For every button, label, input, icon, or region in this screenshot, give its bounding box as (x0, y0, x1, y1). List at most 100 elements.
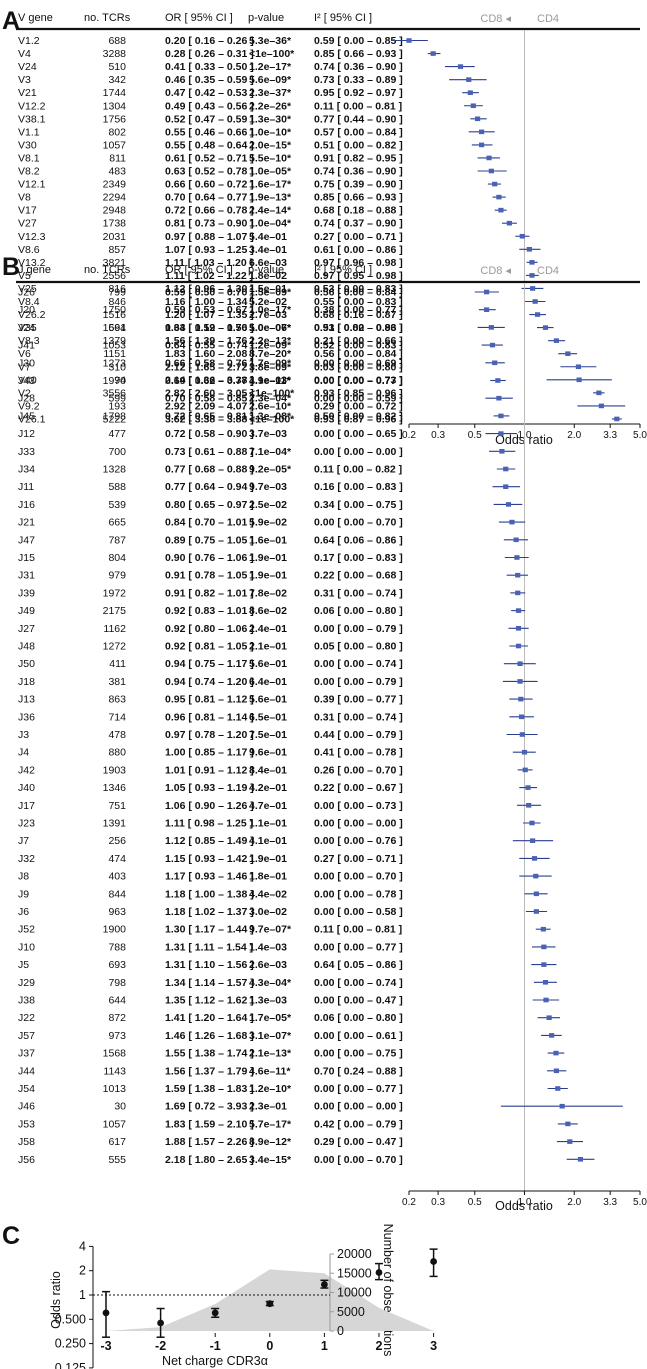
panel-a-i2-value: 0.93 [ 0.87 – 0.96 ] (314, 413, 403, 425)
panel-a-i2-value: 0.95 [ 0.92 – 0.97 ] (314, 87, 403, 99)
panel-a-gene-label: V8.2 (18, 166, 40, 178)
panel-a-or-value: 2.92 [ 2.09 – 4.07 ] (165, 400, 254, 412)
panel-b-p-value: 2.4e–01 (249, 623, 287, 635)
panel-b-point-marker (542, 980, 549, 985)
panel-a-ntcr-value: 3288 (103, 48, 127, 60)
panel-b-gene-label: J36 (18, 711, 35, 723)
panel-b-gene-label: J7 (18, 835, 29, 847)
panel-b-or-value: 0.77 [ 0.64 – 0.94 ] (165, 481, 254, 493)
panel-b-p-value: 1.2e–09* (249, 340, 292, 352)
panel-b-p-value: 1.0e–06* (249, 322, 292, 334)
panel-b-point-marker (531, 856, 538, 861)
panel-a-i2-value: 0.51 [ 0.00 – 0.82 ] (314, 139, 403, 151)
panel-a-i2-value: 0.03 [ 0.00 – 0.80 ] (314, 361, 403, 373)
panel-b-x-tick-label: 1.0 (518, 1197, 532, 1208)
panel-b-point-marker (533, 909, 539, 914)
panel-a-ntcr-value: 342 (108, 74, 126, 86)
panel-b-or-value: 0.72 [ 0.65 – 0.81 ] (165, 410, 254, 422)
panel-a-or-value: 0.20 [ 0.16 – 0.26 ] (165, 35, 254, 47)
panel-b-gene-label: J49 (18, 605, 35, 617)
panel-b-gene-label: J52 (18, 924, 35, 936)
panel-c-x-tick-label: 3 (430, 1339, 437, 1353)
panel-c-point (266, 1300, 274, 1308)
panel-b-i2-value: 0.05 [ 0.00 – 0.80 ] (314, 641, 403, 653)
panel-a-i2-value: 0.29 [ 0.00 – 0.72 ] (314, 400, 403, 412)
panel-a-gene-label: V3 (18, 74, 31, 86)
panel-b-i2-value: 0.00 [ 0.00 – 0.70 ] (314, 1154, 403, 1166)
panel-a-gene-label: V13.2 (18, 257, 46, 269)
panel-b-p-value: 4.6e–11* (249, 1065, 291, 1077)
panel-a-p-value: <1e–100* (249, 48, 295, 60)
panel-b-gene-label: J32 (18, 853, 35, 865)
panel-a-ntcr-value: 1744 (103, 87, 127, 99)
panel-b-i2-value: 0.00 [ 0.00 – 0.59 ] (314, 393, 403, 405)
panel-b-ntcr-value: 799 (108, 287, 126, 299)
panel-b-p-value: 1.2e–10* (249, 1083, 292, 1095)
panel-a-point-marker (596, 390, 602, 396)
panel-a-point-marker (486, 155, 492, 161)
panel-b-ntcr-value: 2175 (103, 605, 127, 617)
panel-a-p-value: 1.3e–30* (249, 113, 292, 125)
panel-a-x-tick-label: 3.3 (603, 430, 617, 441)
panel-a-x-tick-label: 0.3 (431, 430, 445, 441)
panel-c-x-tick-label: -2 (155, 1339, 166, 1353)
panel-b-or-value: 1.34 [ 1.14 – 1.57 ] (165, 977, 254, 989)
panel-b-i2-value: 0.16 [ 0.00 – 0.83 ] (314, 481, 403, 493)
panel-c-point (157, 1319, 165, 1327)
panel-a-p-value: 5.3e–36* (249, 35, 292, 47)
panel-b-or-value: 1.12 [ 0.85 – 1.49 ] (165, 835, 254, 847)
panel-b-p-value: 7.1e–04* (249, 446, 292, 458)
panel-a-or-value: 1.34 [ 1.19 – 1.50 ] (165, 322, 254, 334)
panel-b-i2-value: 0.00 [ 0.00 – 0.79 ] (314, 676, 403, 688)
panel-a-gene-label: V1.1 (18, 126, 40, 138)
panel-a-or-value: 1.11 [ 1.03 – 1.20 ] (165, 257, 253, 269)
panel-b-gene-label: J58 (18, 1136, 35, 1148)
panel-b-ntcr-value: 1057 (103, 1118, 127, 1130)
panel-b-point-marker (505, 502, 512, 507)
panel-b-p-value: 4.9e–11* (249, 375, 291, 387)
panel-b-or-value: 0.94 [ 0.75 – 1.17 ] (165, 658, 254, 670)
panel-b-x-tick-label: 0.3 (431, 1197, 445, 1208)
panel-a-or-value: 0.52 [ 0.47 – 0.59 ] (165, 113, 254, 125)
panel-b-i2-value: 0.22 [ 0.00 – 0.67 ] (314, 782, 403, 794)
panel-a-x-tick-label: 2.0 (567, 430, 581, 441)
panel-b-p-value: 8.6e–02 (249, 605, 287, 617)
panel-a-gene-label: V12.1 (18, 179, 46, 191)
panel-a-i2-value: 0.11 [ 0.00 – 0.81 ] (314, 100, 402, 112)
panel-b-p-value: 7.8e–02 (249, 587, 287, 599)
panel-a-gene-label: V8.3 (18, 335, 40, 347)
panel-a-or-value: 0.55 [ 0.48 – 0.64 ] (165, 139, 254, 151)
panel-b-ntcr-value: 1143 (103, 1065, 126, 1077)
panel-a-p-value: 5.4e–01 (249, 231, 287, 243)
panel-b-i2-value: 0.00 [ 0.00 – 0.77 ] (314, 375, 403, 387)
panel-b-ntcr-value: 693 (108, 959, 126, 971)
panel-b-i2-value: 0.53 [ 0.00 – 0.83 ] (314, 322, 403, 334)
panel-b-ntcr-value: 474 (108, 853, 126, 865)
panel-c-xlabel: Net charge CDR3α (162, 1354, 268, 1368)
panel-b-or-value: 0.59 [ 0.50 – 0.70 ] (165, 287, 254, 299)
panel-b-gene-label: J8 (18, 871, 29, 883)
panel-a-ntcr-value: 193 (108, 400, 126, 412)
panel-b-i2-value: 0.22 [ 0.00 – 0.68 ] (314, 570, 403, 582)
panel-a-point-marker (478, 129, 485, 135)
panel-b-i2-value: 0.50 [ 0.00 – 0.82 ] (314, 410, 403, 422)
panel-b-p-value: 1.9e–01 (249, 552, 287, 564)
panel-b-point-marker (530, 838, 536, 843)
panel-b-or-value: 1.06 [ 0.90 – 1.26 ] (165, 800, 254, 812)
panel-a-ntcr-value: 1057 (103, 139, 127, 151)
panel-a-p-value: 2.6e–10* (249, 400, 292, 412)
panel-b-ntcr-value: 256 (108, 835, 126, 847)
panel-b-or-value: 1.05 [ 0.93 – 1.19 ] (165, 782, 254, 794)
panel-b-i2-value: 0.00 [ 0.00 – 0.77 ] (314, 1083, 403, 1095)
panel-a-gene-label: V1.2 (18, 35, 40, 47)
panel-b-p-value: 8.9e–12* (249, 1136, 292, 1148)
panel-b-header-ntcr: no. TCRs (84, 264, 131, 276)
panel-b-i2-value: 0.26 [ 0.00 – 0.70 ] (314, 764, 403, 776)
panel-b-p-value: 6.4e–01 (249, 676, 287, 688)
panel-b-or-value: 1.30 [ 1.17 – 1.44 ] (165, 924, 254, 936)
panel-a-point-marker (532, 299, 538, 304)
panel-a-i2-value: 0.74 [ 0.36 – 0.90 ] (314, 61, 403, 73)
panel-b-p-value: 1.7e–09* (249, 357, 292, 369)
panel-b-x-tick-label: 3.3 (603, 1197, 617, 1208)
panel-b-or-value: 0.77 [ 0.68 – 0.88 ] (165, 464, 254, 476)
